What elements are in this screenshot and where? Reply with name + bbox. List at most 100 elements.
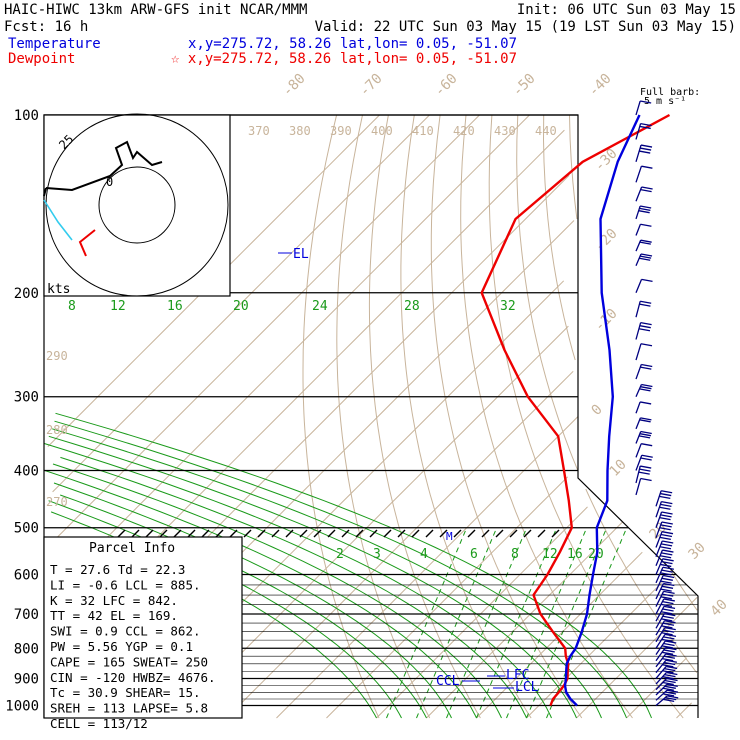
moist-adiabat-line bbox=[54, 420, 627, 719]
wind-barb bbox=[655, 646, 677, 662]
wind-barb bbox=[635, 465, 652, 484]
wind-barb bbox=[635, 401, 652, 414]
mixing-ratio-label: 12 bbox=[110, 299, 126, 314]
freezing-level-hatch bbox=[341, 529, 350, 538]
theta-label: 270 bbox=[46, 495, 68, 509]
pressure-label: 100 bbox=[14, 108, 39, 124]
wind-barb bbox=[635, 430, 652, 444]
isotherm-label: -70 bbox=[357, 71, 386, 100]
mixing-ratio-label: 32 bbox=[500, 299, 516, 314]
freezing-level-hatch bbox=[173, 529, 182, 538]
dry-adiabat-line bbox=[516, 114, 579, 471]
wind-barb bbox=[635, 186, 653, 202]
parcel-info-row: SREH = 113 LAPSE= 5.8 bbox=[50, 701, 208, 716]
wind-barb bbox=[655, 695, 679, 706]
wind-barb bbox=[655, 612, 676, 629]
isotherm-label: 10 bbox=[607, 457, 630, 480]
wind-barb bbox=[635, 100, 652, 116]
moist-adiabat-line bbox=[52, 428, 602, 719]
freezing-level-hatch bbox=[397, 529, 406, 538]
moist-adiabat-line bbox=[44, 443, 552, 719]
hodograph-units-label: kts bbox=[47, 282, 70, 297]
mixing-ratio-label: 28 bbox=[404, 299, 420, 314]
wind-barb bbox=[655, 620, 676, 636]
hodograph-trace bbox=[78, 229, 96, 257]
model-title: HAIC-HIWC 13km ARW-GFS init NCAR/MMM bbox=[4, 2, 307, 18]
isotherm-line bbox=[276, 416, 579, 719]
wind-barb bbox=[635, 278, 653, 294]
pressure-label: 800 bbox=[14, 641, 39, 657]
wind-barb bbox=[635, 300, 652, 318]
hodograph-ring-inner bbox=[98, 166, 176, 244]
isotherm-line bbox=[46, 114, 530, 598]
parcel-info-row: SWI = 0.9 CCL = 862. bbox=[50, 624, 201, 639]
theta-label: 430 bbox=[494, 124, 516, 138]
freezing-level-hatch bbox=[313, 529, 322, 538]
wind-barb bbox=[635, 343, 653, 361]
pressure-label: 600 bbox=[14, 567, 39, 583]
pressure-label: 1000 bbox=[5, 698, 39, 714]
temperature-series bbox=[563, 114, 641, 707]
pressure-label: 900 bbox=[14, 671, 39, 687]
dry-adiabat-line bbox=[336, 114, 431, 719]
freezing-level-hatch bbox=[453, 529, 462, 538]
wind-barb bbox=[655, 582, 675, 600]
parcel-info-row: Tc = 30.9 SHEAR= 15. bbox=[50, 685, 201, 700]
wind-barb bbox=[655, 683, 678, 696]
parcel-info-row: CELL = 113/12 bbox=[50, 716, 148, 731]
parcel-info-box bbox=[43, 536, 243, 719]
init-time: Init: 06 UTC Sun 03 May 15 bbox=[517, 2, 736, 18]
isotherm-label: -50 bbox=[510, 71, 539, 100]
dry-adiabat-line bbox=[430, 114, 583, 719]
pressure-label: 400 bbox=[14, 464, 39, 480]
moist-adiabat-line bbox=[60, 456, 527, 719]
parcel-info-row: PW = 5.56 YGP = 0.1 bbox=[50, 639, 193, 654]
forecast-hour: Fcst: 16 h bbox=[4, 19, 88, 35]
wind-barb bbox=[655, 633, 677, 649]
isotherm-label: 40 bbox=[708, 597, 731, 620]
wind-barb bbox=[655, 511, 673, 528]
wind-barb bbox=[655, 540, 674, 558]
mixing-ratio-label: 12 bbox=[542, 547, 558, 562]
freezing-level-hatch bbox=[215, 529, 224, 538]
freezing-level-hatch bbox=[537, 529, 546, 538]
temperature-legend-latlon: lat,lon= 0.05, -51.07 bbox=[340, 36, 517, 52]
freezing-level-hatch bbox=[327, 529, 336, 538]
theta-label: 420 bbox=[453, 124, 475, 138]
mixing-ratio-label: 3 bbox=[373, 547, 381, 562]
wind-barb bbox=[655, 689, 679, 701]
hodograph-box bbox=[43, 114, 231, 297]
theta-label: 290 bbox=[46, 349, 68, 363]
mixing-ratio-label: 8 bbox=[511, 547, 519, 562]
el-label: EL bbox=[293, 247, 309, 262]
wind-barb bbox=[635, 383, 653, 397]
freezing-level-hatch bbox=[145, 529, 154, 538]
freezing-level-hatch bbox=[411, 529, 420, 538]
parcel-info-row: CAPE = 165 SWEAT= 250 bbox=[50, 654, 208, 669]
freezing-level-hatch bbox=[523, 529, 532, 538]
freezing-level-hatch bbox=[439, 529, 448, 538]
isotherm-label: -40 bbox=[586, 71, 615, 100]
dry-adiabat-line bbox=[302, 114, 380, 719]
dry-adiabat-line bbox=[585, 488, 698, 674]
isotherm-line bbox=[576, 597, 698, 719]
wind-barb bbox=[655, 549, 674, 567]
isotherm-label: 30 bbox=[686, 540, 709, 563]
dewpoint-legend-label: Dewpoint bbox=[8, 51, 75, 67]
lfc-label: LFC bbox=[506, 668, 529, 683]
freezing-level-hatch bbox=[509, 529, 518, 538]
isotherm-line bbox=[326, 476, 569, 719]
wind-barb bbox=[655, 558, 674, 575]
dewpoint-series bbox=[480, 113, 671, 706]
isotherm-label: -80 bbox=[280, 71, 309, 100]
theta-label: 370 bbox=[248, 124, 270, 138]
pressure-label: 700 bbox=[14, 607, 39, 623]
wind-barb bbox=[655, 677, 678, 691]
freezing-level-hatch bbox=[425, 529, 434, 538]
wind-barb bbox=[635, 443, 653, 458]
isotherm-line bbox=[376, 506, 588, 719]
wind-barb bbox=[635, 253, 653, 266]
ccl-label: CCL bbox=[436, 674, 460, 689]
mixing-ratio-label: 24 bbox=[312, 299, 328, 314]
